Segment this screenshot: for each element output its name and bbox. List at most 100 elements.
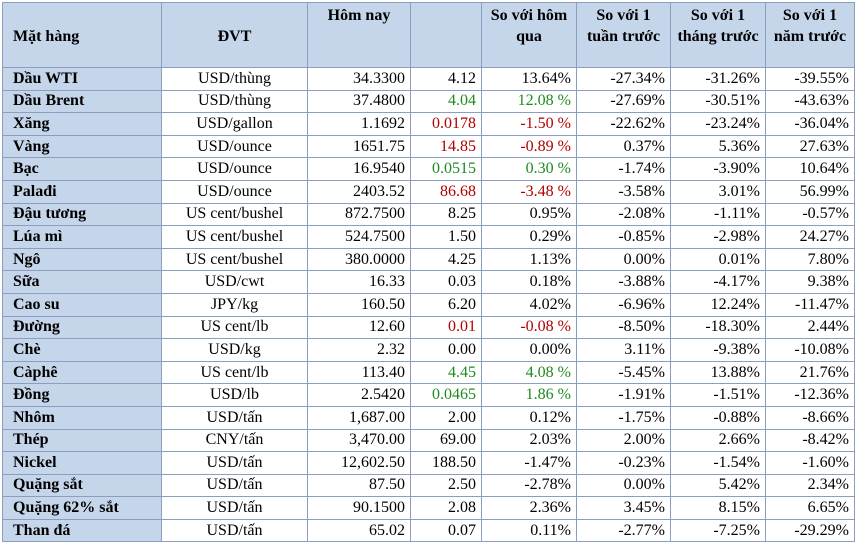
vs-month-cell: -9.38% <box>670 338 766 362</box>
change-cell: 188.50 <box>410 451 482 475</box>
commodity-name-cell: Dầu Brent <box>2 89 162 114</box>
unit-cell: USD/tấn <box>161 518 308 543</box>
commodity-name-cell: Chè <box>2 338 162 362</box>
table-row: Nhôm USD/tấn 1,687.00 2.00 0.12% -1.75% -0.88%… <box>2 405 855 430</box>
change-cell: 4.12 <box>410 67 482 91</box>
vs-yesterday-cell: 1.86 % <box>481 383 577 407</box>
commodity-name-cell: Lúa mì <box>2 225 162 249</box>
vs-yesterday-cell: 0.95% <box>481 202 577 227</box>
unit-cell: USD/ounce <box>161 179 308 204</box>
vs-week-cell: -5.45% <box>576 360 671 385</box>
change-cell: 0.0178 <box>410 112 482 136</box>
header-change <box>410 2 482 68</box>
vs-yesterday-cell: -2.78% <box>481 473 577 498</box>
change-cell: 6.20 <box>410 292 482 317</box>
vs-year-cell: -10.08% <box>765 338 855 362</box>
commodity-name-cell: Đồng <box>2 383 162 407</box>
price-today-cell: 90.1500 <box>307 496 411 520</box>
unit-cell: USD/thùng <box>161 67 308 91</box>
unit-cell: USD/tấn <box>161 473 308 498</box>
change-cell: 0.00 <box>410 338 482 362</box>
vs-year-cell: 2.34% <box>765 473 855 498</box>
vs-week-cell: -27.34% <box>576 67 671 91</box>
header-vs-year: So với 1 năm trước <box>765 2 855 68</box>
vs-year-cell: 21.76% <box>765 360 855 385</box>
table-row: Palađi USD/ounce 2403.52 86.68 -3.48 % -3.58%… <box>2 179 855 204</box>
commodity-name-cell: Quặng 62% sắt <box>2 496 162 520</box>
vs-year-cell: 9.38% <box>765 270 855 294</box>
table-row: Xăng USD/gallon 1.1692 0.0178 -1.50 % -22.62%… <box>2 112 855 136</box>
vs-year-cell: -8.66% <box>765 405 855 430</box>
table-row: Vàng USD/ounce 1651.75 14.85 -0.89 % 0.37% 5.3… <box>2 134 855 159</box>
unit-cell: US cent/lb <box>161 360 308 385</box>
price-today-cell: 524.7500 <box>307 225 411 249</box>
change-cell: 69.00 <box>410 428 482 453</box>
change-cell: 2.00 <box>410 405 482 430</box>
change-cell: 0.03 <box>410 270 482 294</box>
vs-yesterday-cell: 0.11% <box>481 518 577 543</box>
change-cell: 4.45 <box>410 360 482 385</box>
commodity-name-cell: Quặng sắt <box>2 473 162 498</box>
vs-week-cell: -2.08% <box>576 202 671 227</box>
table-body: Dầu WTI USD/thùng 34.3300 4.12 13.64% -27.34%… <box>2 67 855 543</box>
vs-week-cell: -3.58% <box>576 179 671 204</box>
change-cell: 0.07 <box>410 518 482 543</box>
header-commodity: Mặt hàng <box>2 2 162 68</box>
price-today-cell: 1,687.00 <box>307 405 411 430</box>
vs-yesterday-cell: 2.03% <box>481 428 577 453</box>
unit-cell: USD/cwt <box>161 270 308 294</box>
vs-month-cell: 8.15% <box>670 496 766 520</box>
price-today-cell: 34.3300 <box>307 67 411 91</box>
header-today: Hôm nay <box>307 2 411 68</box>
vs-week-cell: 0.37% <box>576 134 671 159</box>
unit-cell: US cent/lb <box>161 315 308 340</box>
vs-month-cell: -1.51% <box>670 383 766 407</box>
vs-year-cell: -0.57% <box>765 202 855 227</box>
price-today-cell: 1.1692 <box>307 112 411 136</box>
vs-week-cell: 2.00% <box>576 428 671 453</box>
unit-cell: USD/lb <box>161 383 308 407</box>
price-today-cell: 872.7500 <box>307 202 411 227</box>
vs-year-cell: -8.42% <box>765 428 855 453</box>
unit-cell: USD/ounce <box>161 157 308 181</box>
price-today-cell: 380.0000 <box>307 247 411 272</box>
vs-month-cell: -7.25% <box>670 518 766 543</box>
header-row: Mặt hàng ĐVT Hôm nay So với hôm qua So v… <box>2 2 855 68</box>
header-vs-month: So với 1 tháng trước <box>670 2 766 68</box>
commodity-name-cell: Cao su <box>2 292 162 317</box>
vs-yesterday-cell: -0.89 % <box>481 134 577 159</box>
change-cell: 8.25 <box>410 202 482 227</box>
commodity-name-cell: Ngô <box>2 247 162 272</box>
price-today-cell: 65.02 <box>307 518 411 543</box>
change-cell: 0.0515 <box>410 157 482 181</box>
commodity-name-cell: Càphê <box>2 360 162 385</box>
vs-yesterday-cell: 0.29% <box>481 225 577 249</box>
vs-year-cell: 10.64% <box>765 157 855 181</box>
vs-month-cell: -30.51% <box>670 89 766 114</box>
vs-week-cell: 0.00% <box>576 247 671 272</box>
vs-week-cell: -2.77% <box>576 518 671 543</box>
vs-yesterday-cell: 0.00% <box>481 338 577 362</box>
commodity-name-cell: Bạc <box>2 157 162 181</box>
vs-yesterday-cell: -1.50 % <box>481 112 577 136</box>
header-vs-week: So với 1 tuần trước <box>576 2 671 68</box>
vs-yesterday-cell: -0.08 % <box>481 315 577 340</box>
table-row: Đường US cent/lb 12.60 0.01 -0.08 % -8.50% -18… <box>2 315 855 340</box>
commodity-name-cell: Palađi <box>2 179 162 204</box>
table-row: Dầu Brent USD/thùng 37.4800 4.04 12.08 % -27.… <box>2 89 855 114</box>
vs-yesterday-cell: -3.48 % <box>481 179 577 204</box>
change-cell: 2.08 <box>410 496 482 520</box>
unit-cell: USD/tấn <box>161 451 308 475</box>
table-row: Càphê US cent/lb 113.40 4.45 4.08 % -5.45% 13.… <box>2 360 855 385</box>
vs-week-cell: -0.23% <box>576 451 671 475</box>
vs-week-cell: -0.85% <box>576 225 671 249</box>
vs-month-cell: 0.01% <box>670 247 766 272</box>
vs-year-cell: 2.44% <box>765 315 855 340</box>
table-row: Quặng 62% sắt USD/tấn 90.1500 2.08 2.36% 3.45… <box>2 496 855 520</box>
vs-yesterday-cell: 1.13% <box>481 247 577 272</box>
price-today-cell: 113.40 <box>307 360 411 385</box>
vs-month-cell: 3.01% <box>670 179 766 204</box>
unit-cell: USD/tấn <box>161 405 308 430</box>
vs-yesterday-cell: 12.08 % <box>481 89 577 114</box>
vs-month-cell: -1.11% <box>670 202 766 227</box>
